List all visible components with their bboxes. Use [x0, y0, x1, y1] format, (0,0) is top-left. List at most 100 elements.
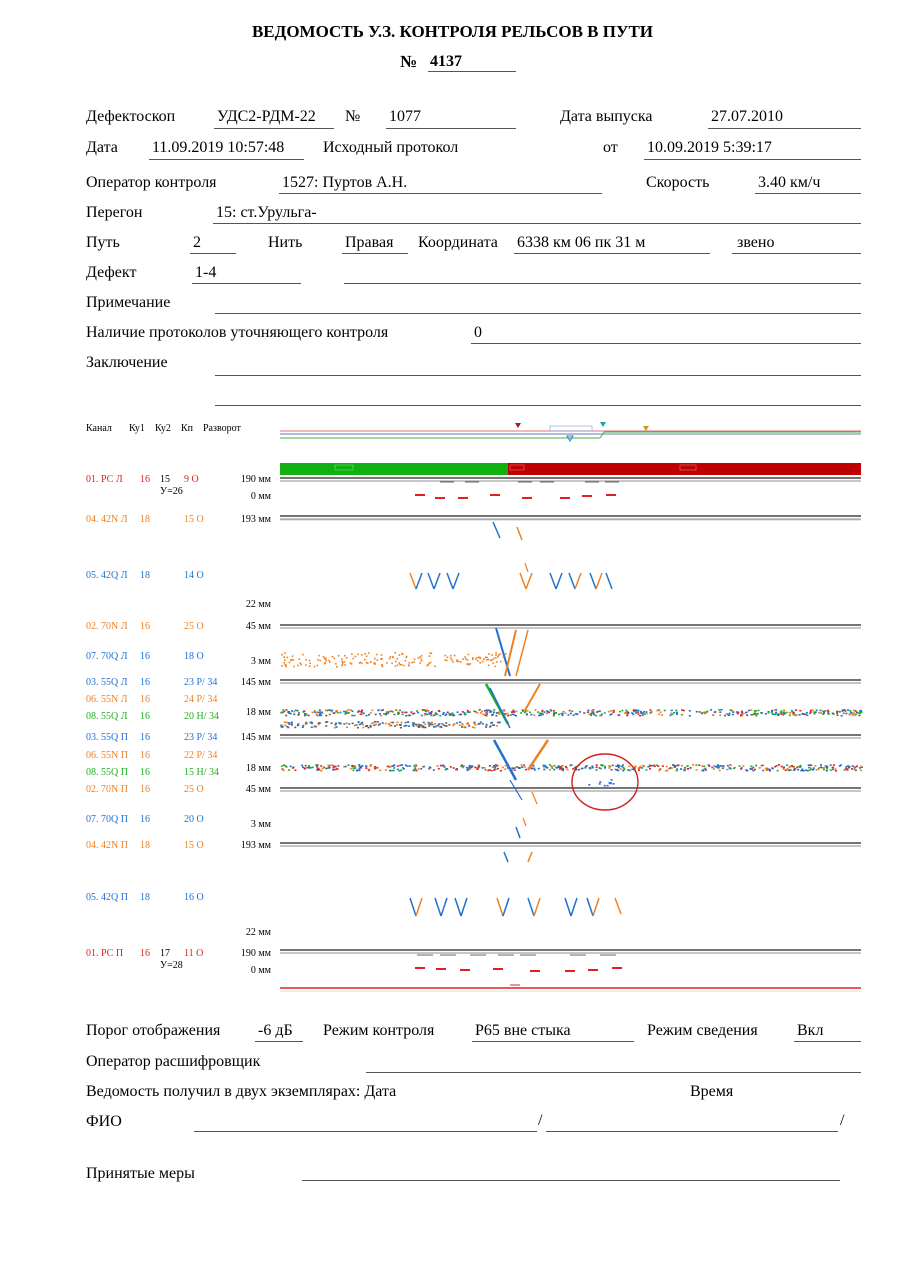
scan-mark-624 — [646, 713, 648, 715]
scan-mark-211 — [460, 661, 462, 663]
scan-mark-129 — [342, 663, 344, 665]
scan-mark-1244 — [813, 767, 815, 769]
scan-mark-1473 — [532, 792, 537, 804]
scan-mark-973 — [719, 770, 721, 772]
scan-mark-221 — [380, 658, 382, 660]
scan-mark-449 — [642, 715, 644, 717]
scan-mark-451 — [416, 710, 418, 712]
scan-mark-57 — [575, 573, 581, 589]
scan-mark-529 — [750, 709, 752, 711]
scan-mark-575 — [397, 712, 399, 714]
scan-mark-736 — [527, 710, 529, 712]
scan-mark-1183 — [551, 767, 553, 769]
scan-mark-940 — [362, 724, 364, 726]
scan-mark-942 — [369, 725, 371, 727]
scan-mark-1423 — [561, 769, 563, 771]
scan-mark-1013 — [399, 770, 401, 772]
scan-mark-518 — [484, 710, 486, 712]
scan-mark-922 — [374, 721, 376, 723]
scan-mark-731 — [771, 710, 773, 712]
scan-mark-1503 — [615, 898, 621, 914]
scan-mark-1116 — [832, 769, 834, 771]
scan-mark-220 — [505, 653, 507, 655]
scan-mark-1364 — [651, 765, 653, 767]
scan-mark-1410 — [833, 764, 835, 766]
scan-mark-1024 — [860, 770, 862, 772]
scan-mark-1277 — [662, 765, 664, 767]
scan-mark-1202 — [826, 770, 828, 772]
scan-mark-470 — [745, 712, 747, 714]
scan-mark-533 — [510, 714, 512, 716]
scan-mark-125 — [465, 658, 467, 660]
scan-mark-1466 — [638, 768, 640, 770]
mode-value: Р65 вне стыка — [475, 1022, 571, 1040]
scan-mark-609 — [789, 715, 791, 717]
scan-mark-748 — [696, 711, 698, 713]
scan-mark-431 — [689, 710, 691, 712]
scan-mark-644 — [452, 714, 454, 716]
scan-mark-389 — [515, 711, 517, 713]
scan-mark-831 — [499, 722, 501, 724]
scan-mark-707 — [288, 712, 290, 714]
scan-mark-919 — [358, 721, 360, 723]
scan-mark-902 — [445, 725, 447, 727]
scan-mark-593 — [507, 715, 509, 717]
scan-mark-304 — [283, 710, 285, 712]
scan-mark-1261 — [561, 765, 563, 767]
scan-mark-732 — [778, 714, 780, 716]
scan-mark-1010 — [701, 765, 703, 767]
scan-mark-556 — [772, 713, 774, 715]
scan-mark-1489 — [410, 898, 416, 916]
scan-mark-510 — [305, 714, 307, 716]
scan-mark-637 — [836, 712, 838, 714]
scan-mark-833 — [475, 724, 477, 726]
scan-mark-1209 — [309, 767, 311, 769]
scan-mark-50 — [447, 573, 453, 589]
scan-mark-1043 — [374, 766, 376, 768]
scan-mark-1003 — [681, 765, 683, 767]
scan-mark-1456 — [379, 770, 381, 772]
scan-mark-599 — [604, 712, 606, 714]
scan-mark-817 — [352, 723, 354, 725]
scan-mark-606 — [675, 710, 677, 712]
scan-mark-1231 — [759, 767, 761, 769]
scan-mark-779 — [445, 722, 447, 724]
scan-mark-1117 — [534, 769, 536, 771]
scan-mark-243 — [293, 666, 295, 668]
scan-mark-931 — [466, 723, 468, 725]
scan-mark-1396 — [673, 765, 675, 767]
scan-mark-981 — [629, 770, 631, 772]
scan-mark-827 — [375, 724, 377, 726]
scan-mark-1061 — [494, 767, 496, 769]
scan-mark-719 — [754, 713, 756, 715]
scan-mark-466 — [853, 710, 855, 712]
scan-mark-9 — [550, 426, 592, 431]
scan-mark-364 — [812, 709, 814, 711]
scan-mark-1409 — [596, 764, 598, 766]
scan-mark-1222 — [443, 767, 445, 769]
scan-mark-1337 — [820, 766, 822, 768]
scan-mark-1362 — [505, 765, 507, 767]
scan-mark-253 — [748, 710, 750, 712]
scan-mark-951 — [485, 769, 487, 771]
scan-mark-183 — [332, 656, 334, 658]
scan-mark-1416 — [585, 766, 587, 768]
scan-mark-895 — [412, 724, 414, 726]
scan-mark-1175 — [703, 766, 705, 768]
mode-label: Режим контроля — [323, 1022, 434, 1040]
scan-mark-710 — [861, 711, 863, 713]
scan-mark-414 — [402, 714, 404, 716]
scan-mark-1463 — [823, 767, 825, 769]
scan-mark-525 — [417, 712, 419, 714]
scan-mark-1320 — [848, 767, 850, 769]
scan-mark-945 — [486, 724, 488, 726]
scan-mark-1367 — [497, 768, 499, 770]
scan-mark-432 — [619, 711, 621, 713]
scan-mark-1403 — [403, 768, 405, 770]
scan-mark-180 — [297, 665, 299, 667]
scan-mark-674 — [849, 710, 851, 712]
scan-mark-508 — [368, 714, 370, 716]
scan-mark-621 — [319, 711, 321, 713]
scan-mark-916 — [472, 726, 474, 728]
scan-mark-142 — [430, 662, 432, 664]
